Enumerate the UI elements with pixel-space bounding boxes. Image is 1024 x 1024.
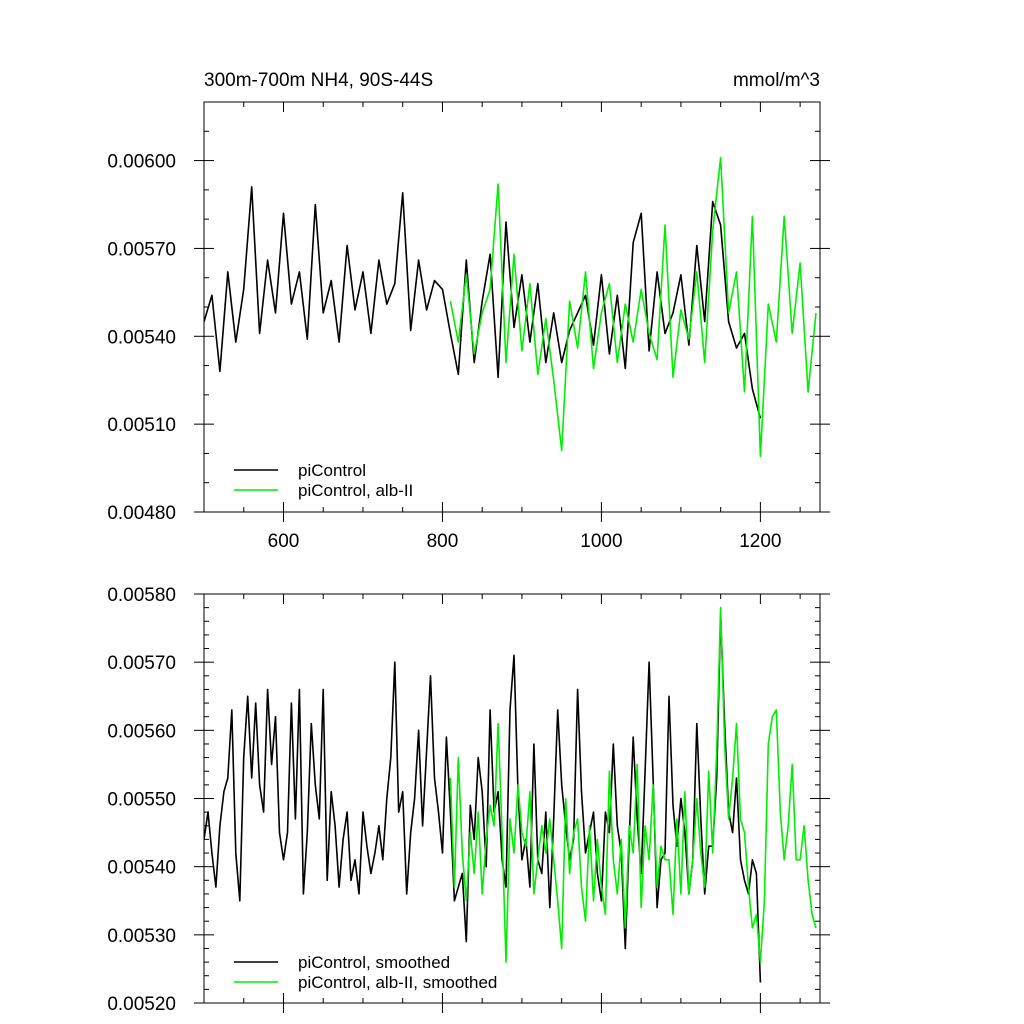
y-tick-label: 0.00600 <box>107 152 176 173</box>
x-tick-label: 1000 <box>580 531 622 552</box>
legend-label-1: piControl, alb-II, smoothed <box>298 973 497 992</box>
x-tick-label: 1200 <box>739 531 781 552</box>
bottom-panel: 0.00520 0.00530 0.00540 0.00550 0.00560 0.005… <box>107 585 830 1015</box>
y-tick-label: 0.00510 <box>107 415 176 436</box>
chart-title: 300m-700m NH4, 90S-44S <box>204 70 433 91</box>
legend-label-1: piControl, alb-II <box>298 481 413 500</box>
series-group <box>204 606 817 983</box>
y-tick-label: 0.00530 <box>107 926 176 947</box>
legend-label-0: piControl, smoothed <box>298 953 450 972</box>
top-panel: 600 800 1000 1200 0.00480 0.00510 0.00540 0.005… <box>107 101 830 552</box>
series-line-0 <box>204 613 762 983</box>
x-tick-label: 800 <box>427 531 459 552</box>
units-label: mmol/m^3 <box>733 70 820 91</box>
y-tick-label: 0.00520 <box>107 994 176 1015</box>
series-line-1 <box>449 606 817 963</box>
y-tick-label: 0.00540 <box>107 858 176 879</box>
y-tick-label: 0.00550 <box>107 790 176 811</box>
series-line-0 <box>204 186 762 419</box>
y-tick-label: 0.00540 <box>107 327 176 348</box>
series-line-1 <box>449 156 817 458</box>
y-tick-label: 0.00570 <box>107 239 176 260</box>
x-tick-label: 600 <box>268 531 300 552</box>
y-tick-label: 0.00560 <box>107 721 176 742</box>
legend-label-0: piControl <box>298 461 366 480</box>
y-tick-label: 0.00480 <box>107 503 176 524</box>
y-tick-label: 0.00570 <box>107 653 176 674</box>
y-tick-label: 0.00580 <box>107 585 176 606</box>
series-group <box>204 156 817 458</box>
